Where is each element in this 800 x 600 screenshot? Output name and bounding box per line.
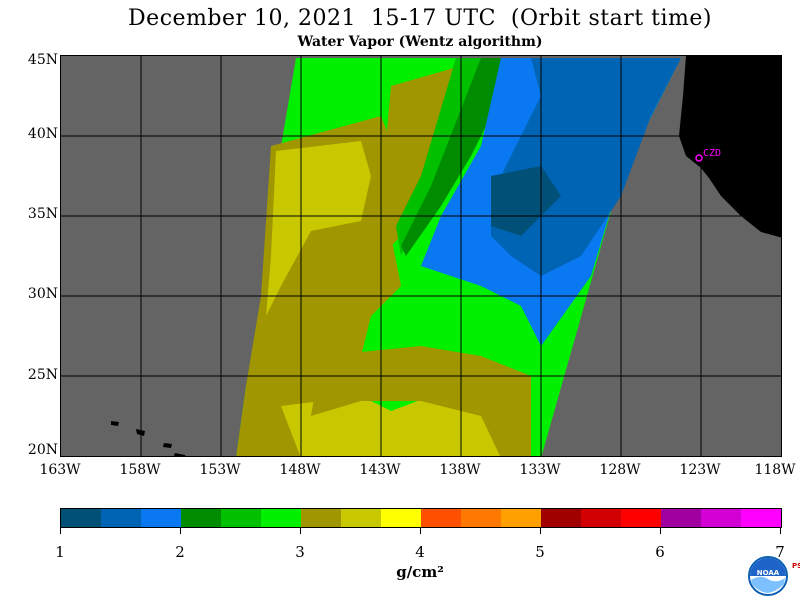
colorbar-cell-11	[501, 509, 541, 527]
swath-olive-south	[311, 346, 531, 456]
colorbar-cell-12	[541, 509, 581, 527]
swath-midblue	[491, 58, 681, 276]
colorbar-tick-1	[60, 528, 61, 534]
colorbar-cell-17	[741, 509, 781, 527]
lon-label-163w: 163W	[39, 462, 81, 478]
swath-yellowgreen-south	[281, 396, 510, 456]
colorbar-label-1: 1	[55, 543, 65, 561]
chart-title: December 10, 2021 15-17 UTC (Orbit start…	[128, 6, 712, 31]
lat-label-30n: 30N	[27, 286, 58, 302]
colorbar-cell-8	[381, 509, 421, 527]
colorbar-cell-9	[421, 509, 461, 527]
hawaii-island-3	[163, 443, 172, 448]
lon-label-143w: 143W	[359, 462, 401, 478]
colorbar-units: g/cm²	[396, 563, 444, 581]
color-scale-bar	[60, 508, 782, 528]
lon-label-118w: 118W	[754, 462, 796, 478]
hawaii-islands	[111, 421, 119, 426]
colorbar-cell-0	[61, 509, 101, 527]
colorbar-cell-16	[701, 509, 741, 527]
colorbar-tick-4	[420, 528, 421, 534]
swath-yellowgreen-west	[266, 141, 371, 316]
colorbar-tick-3	[300, 528, 301, 534]
colorbar-cell-1	[101, 509, 141, 527]
colorbar-tick-2	[180, 528, 181, 534]
lon-label-153w: 153W	[199, 462, 241, 478]
colorbar-cell-5	[261, 509, 301, 527]
hawaii-island-4	[173, 453, 186, 456]
colorbar-label-6: 6	[655, 543, 665, 561]
lat-label-45n: 45N	[27, 52, 58, 68]
lat-label-40n: 40N	[27, 126, 58, 142]
colorbar-label-4: 4	[415, 543, 425, 561]
colorbar-cell-4	[221, 509, 261, 527]
colorbar-cell-6	[301, 509, 341, 527]
colorbar-cell-3	[181, 509, 221, 527]
lat-label-20n: 20N	[27, 442, 58, 458]
chart-subtitle: Water Vapor (Wentz algorithm)	[297, 34, 543, 50]
colorbar-label-3: 3	[295, 543, 305, 561]
lon-label-123w: 123W	[679, 462, 721, 478]
psl-side-text: PSL	[792, 562, 800, 570]
colorbar-cell-15	[661, 509, 701, 527]
lon-label-158w: 158W	[119, 462, 161, 478]
lon-label-138w: 138W	[439, 462, 481, 478]
colorbar-cell-14	[621, 509, 661, 527]
colorbar-label-7: 7	[775, 543, 785, 561]
lon-label-133w: 133W	[519, 462, 561, 478]
colorbar-label-2: 2	[175, 543, 185, 561]
colorbar-cell-7	[341, 509, 381, 527]
colorbar-tick-5	[540, 528, 541, 534]
noaa-logo-text: NOAA	[757, 569, 780, 577]
swath-darkblue-core	[491, 166, 561, 236]
water-vapor-map: CZD	[60, 55, 782, 457]
noaa-logo: NOAA	[748, 556, 788, 596]
colorbar-label-5: 5	[535, 543, 545, 561]
lat-label-25n: 25N	[27, 367, 58, 383]
lon-label-128w: 128W	[599, 462, 641, 478]
station-marker	[695, 154, 703, 162]
lon-label-148w: 148W	[279, 462, 321, 478]
lat-label-35n: 35N	[27, 206, 58, 222]
colorbar-cell-2	[141, 509, 181, 527]
colorbar-cell-13	[581, 509, 621, 527]
lat-lon-grid	[61, 56, 781, 456]
swath-darkgreen-strip	[401, 58, 511, 256]
colorbar-tick-6	[660, 528, 661, 534]
map-canvas: CZD	[61, 56, 781, 456]
california-land	[679, 56, 781, 238]
colorbar-tick-7	[780, 528, 781, 534]
colorbar-cell-10	[461, 509, 501, 527]
station-label: CZD	[703, 148, 721, 159]
